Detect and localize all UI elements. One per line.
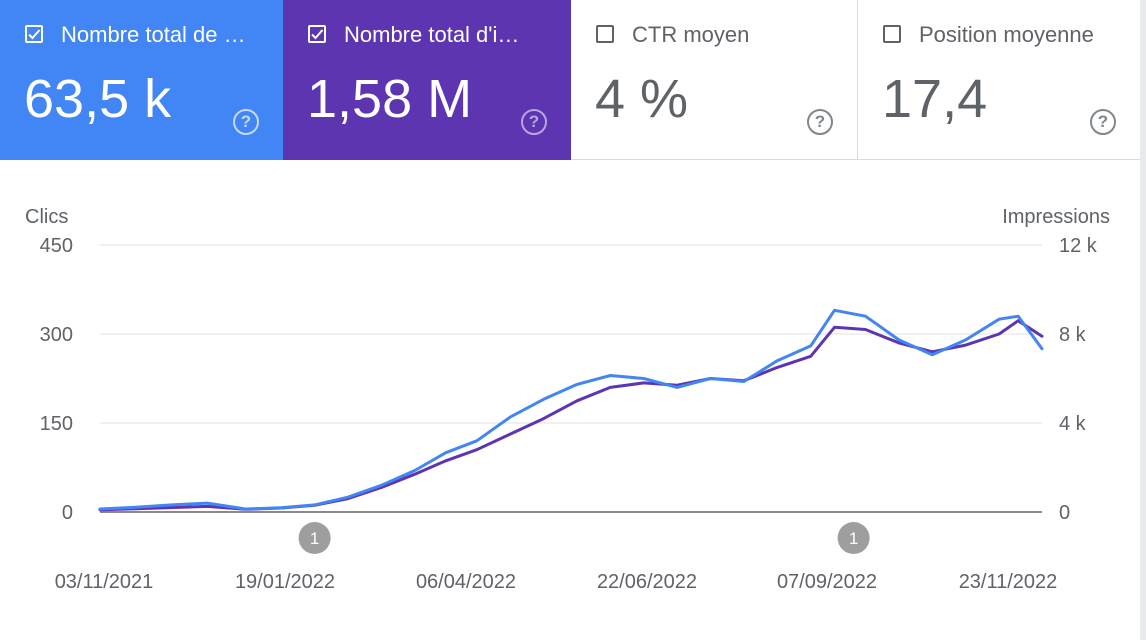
series-layer xyxy=(98,308,1044,512)
x-tick-label: 06/04/2022 xyxy=(416,571,516,593)
metric-total-impressions[interactable]: Nombre total d'i… 1,58 M ? xyxy=(283,0,571,160)
x-tick-label: 03/11/2021 xyxy=(55,571,154,593)
series-line-0 xyxy=(98,308,1044,511)
left-tick-label: 300 xyxy=(40,324,73,346)
left-tick-label: 450 xyxy=(40,235,73,257)
tick-layer: 450 12 k 300 8 k 150 4 k 0 0 03/11/2021 19/01/202… xyxy=(40,235,1098,593)
left-tick-label: 0 xyxy=(62,502,73,524)
x-tick-label: 23/11/2022 xyxy=(959,571,1058,593)
metric-average-ctr[interactable]: CTR moyen 4 % ? xyxy=(571,0,858,160)
metric-average-position[interactable]: Position moyenne 17,4 ? xyxy=(858,0,1140,160)
help-icon[interactable]: ? xyxy=(233,109,259,135)
left-tick-label: 150 xyxy=(40,413,73,435)
metric-label: Position moyenne xyxy=(919,22,1094,47)
right-tick-label: 12 k xyxy=(1059,235,1098,257)
x-tick-label: 22/06/2022 xyxy=(597,571,697,593)
annotation-label: 1 xyxy=(310,529,319,548)
annotation-marker xyxy=(837,522,870,554)
help-icon[interactable]: ? xyxy=(1090,109,1116,135)
performance-chart: Clics Impressions 450 12 k 300 8 k 150 4 k 0 0 0… xyxy=(25,206,1110,593)
metric-tabs: Nombre total de … 63,5 k ? Nombre total … xyxy=(0,0,1140,160)
checkbox-icon[interactable] xyxy=(596,25,614,43)
right-tick-label: 0 xyxy=(1059,502,1070,524)
metric-label: Nombre total de … xyxy=(61,22,246,47)
grid-layer xyxy=(100,244,1042,513)
annotation-marker xyxy=(298,522,331,554)
help-icon[interactable]: ? xyxy=(807,109,833,135)
right-tick-label: 8 k xyxy=(1059,324,1087,346)
x-tick-label: 19/01/2022 xyxy=(235,571,335,593)
right-axis-label: Impressions xyxy=(1002,206,1110,228)
series-line-1 xyxy=(98,319,1044,512)
metric-label: Nombre total d'i… xyxy=(344,22,520,47)
metric-value: 1,58 M xyxy=(307,69,473,129)
x-tick-label: 07/09/2022 xyxy=(777,571,877,593)
checkbox-icon[interactable] xyxy=(25,25,43,43)
metric-value: 4 % xyxy=(595,69,689,129)
checkbox-icon[interactable] xyxy=(308,25,326,43)
metric-value: 63,5 k xyxy=(24,69,172,129)
help-icon[interactable]: ? xyxy=(521,109,547,135)
right-tick-label: 4 k xyxy=(1059,413,1087,435)
metric-total-clicks[interactable]: Nombre total de … 63,5 k ? xyxy=(0,0,283,160)
checkbox-icon[interactable] xyxy=(883,25,901,43)
metric-value: 17,4 xyxy=(882,69,988,129)
annotation-label: 1 xyxy=(849,529,858,548)
left-axis-label: Clics xyxy=(25,206,68,228)
metric-label: CTR moyen xyxy=(632,22,750,47)
